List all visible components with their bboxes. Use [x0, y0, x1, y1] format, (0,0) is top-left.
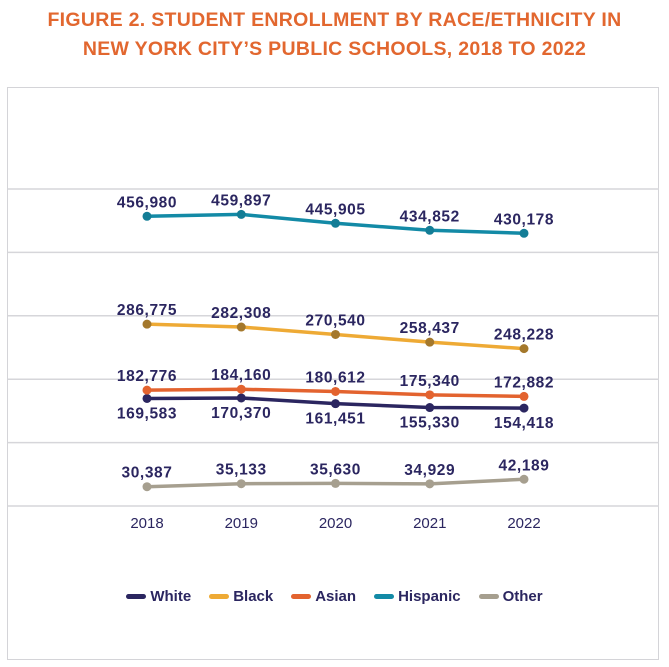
data-point-hispanic	[519, 228, 529, 238]
legend-swatch	[374, 594, 395, 599]
data-point-white	[519, 403, 529, 413]
x-tick-label: 2018	[130, 515, 163, 532]
legend-label: Other	[502, 588, 543, 605]
legend-item-other: Other	[478, 588, 543, 605]
legend-label: Black	[233, 588, 274, 605]
data-label-other: 35,133	[216, 462, 267, 479]
legend-item-hispanic: Hispanic	[374, 588, 461, 605]
data-label-asian: 180,612	[305, 369, 365, 386]
data-label-asian: 175,340	[400, 373, 460, 390]
data-point-black	[519, 344, 529, 354]
data-point-black	[236, 322, 246, 332]
x-tick-label: 2020	[319, 515, 352, 532]
data-label-hispanic: 434,852	[400, 208, 460, 225]
data-point-asian	[519, 391, 529, 401]
data-label-asian: 182,776	[117, 368, 177, 385]
legend-label: White	[150, 588, 192, 605]
data-point-other	[331, 478, 340, 488]
x-tick-label: 2019	[225, 515, 258, 532]
data-label-other: 35,630	[310, 461, 361, 478]
data-point-hispanic	[425, 225, 435, 235]
data-label-hispanic: 445,905	[305, 201, 365, 218]
data-point-hispanic	[331, 218, 340, 228]
data-label-asian: 184,160	[211, 367, 271, 384]
data-label-black: 282,308	[211, 305, 271, 322]
legend-label: Asian	[315, 588, 357, 605]
data-point-hispanic	[236, 209, 246, 219]
data-point-other	[425, 479, 435, 489]
chart-title-line-1: FIGURE 2. STUDENT ENROLLMENT BY RACE/ETH…	[47, 9, 622, 31]
legend-label: Hispanic	[398, 588, 461, 605]
data-point-white	[142, 393, 152, 403]
data-label-other: 30,387	[121, 465, 172, 482]
data-label-white: 169,583	[117, 405, 177, 422]
data-label-white: 155,330	[400, 415, 460, 432]
legend-swatch	[126, 594, 147, 599]
chart-title: FIGURE 2. STUDENT ENROLLMENT BY RACE/ETH…	[0, 6, 669, 64]
legend: White Black Asian Hispanic Other	[0, 588, 669, 605]
data-point-asian	[142, 385, 152, 395]
x-tick-label: 2022	[507, 515, 540, 532]
data-point-other	[519, 474, 529, 484]
data-point-asian	[236, 384, 246, 394]
data-point-white	[236, 393, 246, 403]
data-point-asian	[425, 390, 435, 400]
data-label-white: 154,418	[494, 415, 554, 432]
data-point-other	[142, 482, 152, 492]
legend-swatch	[209, 594, 230, 599]
legend-swatch	[478, 594, 499, 599]
data-point-black	[425, 337, 435, 347]
data-label-asian: 172,882	[494, 374, 554, 391]
data-label-other: 42,189	[498, 457, 549, 474]
data-point-black	[142, 319, 152, 329]
data-label-white: 170,370	[211, 405, 271, 422]
data-point-asian	[331, 386, 340, 396]
data-label-black: 258,437	[400, 320, 460, 337]
legend-item-black: Black	[209, 588, 273, 605]
data-label-black: 248,228	[494, 327, 554, 344]
data-label-hispanic: 430,178	[494, 211, 554, 228]
data-label-white: 161,451	[305, 411, 365, 428]
data-label-hispanic: 456,980	[117, 194, 177, 211]
data-point-white	[331, 399, 340, 409]
chart-frame	[7, 87, 659, 660]
data-label-black: 270,540	[305, 312, 365, 329]
legend-swatch	[291, 594, 312, 599]
data-point-hispanic	[142, 211, 152, 221]
legend-item-white: White	[126, 588, 191, 605]
legend-item-asian: Asian	[291, 588, 356, 605]
data-point-black	[331, 329, 340, 339]
data-label-hispanic: 459,897	[211, 192, 271, 209]
chart-title-line-2: NEW YORK CITY’S PUBLIC SCHOOLS, 2018 TO …	[82, 38, 587, 60]
data-point-other	[236, 479, 246, 489]
data-point-white	[425, 403, 435, 413]
x-tick-label: 2021	[413, 515, 446, 532]
data-label-black: 286,775	[117, 302, 177, 319]
data-label-other: 34,929	[404, 462, 455, 479]
